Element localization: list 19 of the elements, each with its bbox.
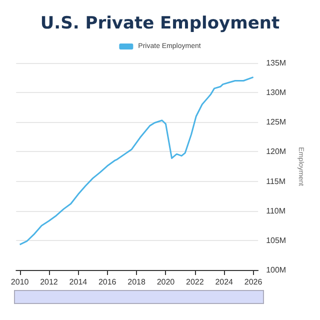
- y-tick-label: 120M: [266, 147, 286, 156]
- x-tick-label: 2018: [128, 278, 146, 286]
- x-tick-label: 2024: [215, 278, 234, 286]
- x-tick-label: 2014: [69, 278, 88, 286]
- y-tick-label: 130M: [266, 88, 286, 98]
- y-tick-label: 110M: [266, 206, 286, 216]
- chart-title: U.S. Private Employment: [40, 14, 280, 34]
- x-tick-label: 2012: [40, 278, 58, 286]
- line-series: [19, 76, 254, 246]
- x-tick-label: 2020: [156, 278, 176, 286]
- x-tick-label: 2016: [98, 278, 117, 286]
- y-tick-label: 100M: [266, 266, 286, 274]
- x-tick-label: 2026: [244, 278, 263, 286]
- y-tick-label: 115M: [266, 176, 286, 186]
- x-tick-label: 2010: [10, 278, 30, 286]
- y-tick-label: 125M: [266, 118, 286, 127]
- y-tick-label: 105M: [266, 236, 286, 245]
- y-tick-label: 135M: [266, 58, 286, 68]
- x-tick-label: 2022: [186, 278, 204, 286]
